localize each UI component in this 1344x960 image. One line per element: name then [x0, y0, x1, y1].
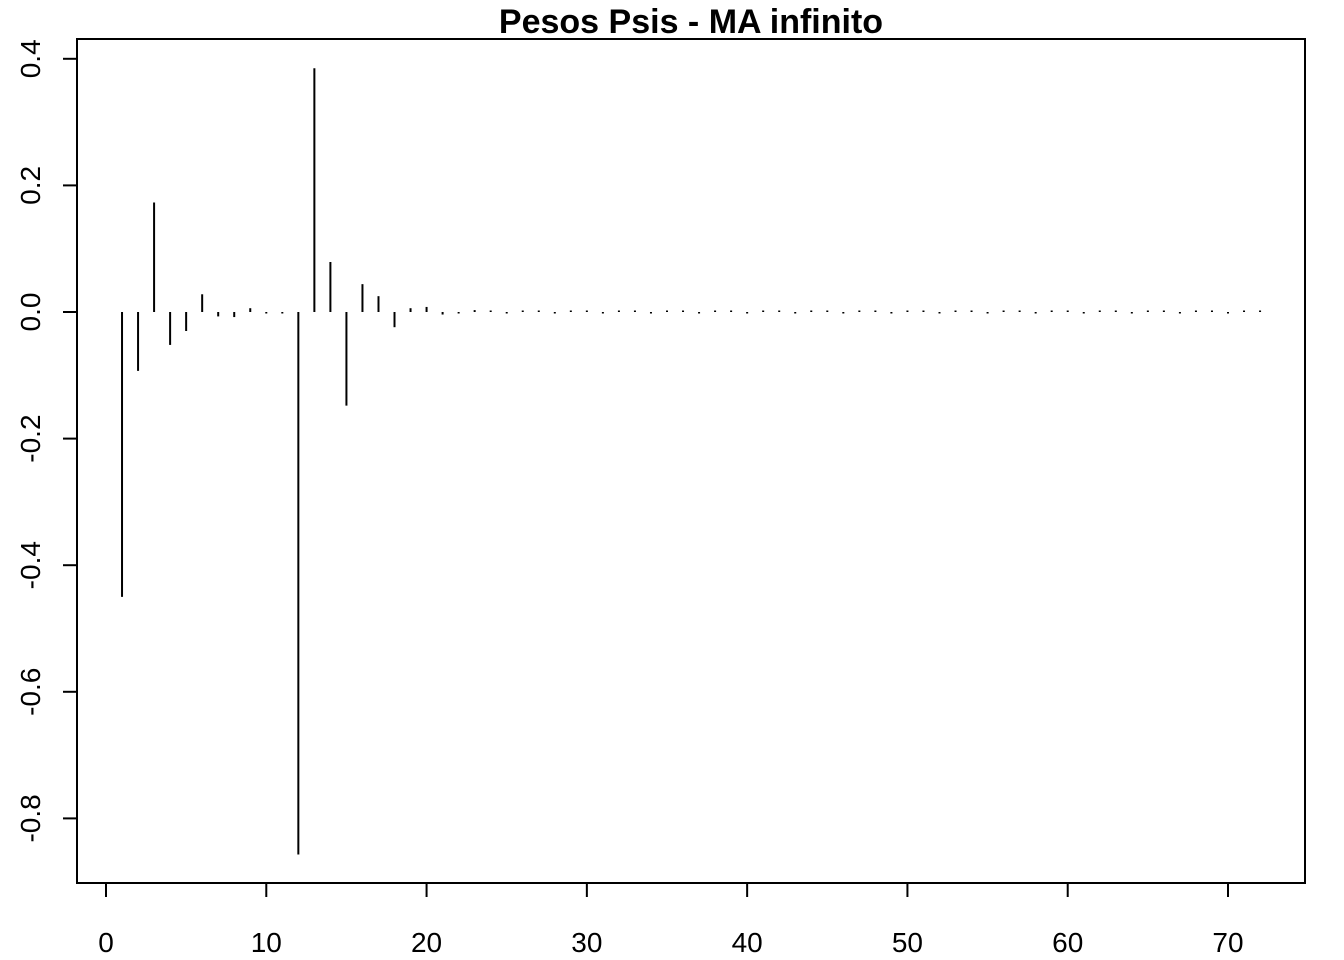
y-tick-label: -0.6: [15, 668, 46, 716]
y-tick-label: 0.0: [15, 293, 46, 332]
y-tick-label: 0.4: [15, 39, 46, 78]
x-axis: 0 10 20 30 40 50 60 70: [98, 882, 1244, 958]
x-tick-label: 0: [98, 927, 114, 958]
y-tick-label: -0.4: [15, 541, 46, 589]
y-tick-label: 0.2: [15, 166, 46, 205]
x-tick-label: 70: [1212, 927, 1243, 958]
chart-title: Pesos Psis - MA infinito: [499, 3, 883, 41]
y-axis: -0.8 -0.6 -0.4 -0.2 0.0 0.2 0.4: [15, 39, 78, 843]
x-tick-label: 30: [571, 927, 602, 958]
x-tick-label: 40: [732, 927, 763, 958]
spike-series: [121, 68, 1262, 855]
x-tick-label: 10: [251, 927, 282, 958]
x-tick-label: 60: [1052, 927, 1083, 958]
y-tick-label: -0.8: [15, 794, 46, 842]
x-tick-label: 20: [411, 927, 442, 958]
y-tick-label: -0.2: [15, 414, 46, 462]
plot-frame: [76, 38, 1306, 884]
x-tick-label: 50: [892, 927, 923, 958]
